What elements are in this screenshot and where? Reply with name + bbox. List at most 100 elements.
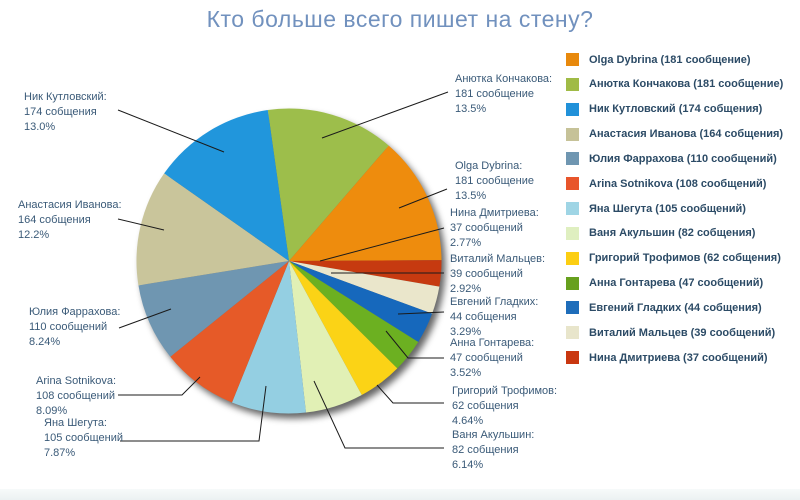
slice-callout-line: 13.5% xyxy=(455,103,487,115)
slice-callout-line: Григорий Трофимов: xyxy=(452,385,558,397)
callout-connector xyxy=(313,380,444,449)
callout-connector xyxy=(118,376,201,396)
legend-swatch xyxy=(566,251,579,265)
slice-callout: Arina Sotnikova: 108 сообщений 8.09% xyxy=(36,374,116,419)
legend-swatch xyxy=(566,202,579,215)
callout-connector xyxy=(385,330,444,359)
callout-connector xyxy=(376,384,444,404)
legend-item: Виталий Мальцев (39 сообщений) xyxy=(566,326,776,340)
legend-swatch xyxy=(566,152,579,166)
legend-item: Анютка Кончакова (181 сообщение) xyxy=(566,77,783,91)
legend-item: Ник Кутловский (174 собщения) xyxy=(566,102,763,116)
slice-callout-line: Ник Кутловский: xyxy=(24,91,107,103)
slice-callout-line: 82 собщения xyxy=(452,444,519,456)
slice-callout-line: Arina Sotnikova: xyxy=(36,375,117,387)
slice-callout-line: 108 сообщений xyxy=(36,390,115,402)
slice-callout-line: 6.14% xyxy=(452,459,484,471)
legend-item: Яна Шегута (105 сообщений) xyxy=(566,202,746,215)
slice-callout-line: 44 собщения xyxy=(450,311,517,323)
legend-label: Виталий Мальцев (39 сообщений) xyxy=(589,326,776,339)
slice-callout-line: 2.77% xyxy=(450,237,482,249)
slice-callout: Анастасия Иванова: 164 собщения 12.2% xyxy=(18,198,122,243)
legend-item: Юлия Фаррахова (110 сообщений) xyxy=(566,152,777,166)
callout-connector xyxy=(397,311,445,315)
pie-slice xyxy=(267,108,389,261)
slice-callout-line: 2.92% xyxy=(450,283,482,295)
slice-callout: Яна Шегута: 105 сообщений 7.87% xyxy=(44,416,123,461)
slice-callout-line: 164 собщения xyxy=(18,214,91,226)
slice-callout-line: 62 собщения xyxy=(452,400,519,412)
legend-item: Olga Dybrina (181 сообщение) xyxy=(566,53,751,66)
legend-label: Нина Дмитриева (37 сообщений) xyxy=(589,351,768,364)
slice-callout-line: 3.29% xyxy=(450,326,482,338)
legend-swatch xyxy=(566,177,579,191)
legend-swatch xyxy=(566,127,579,141)
pie-slice xyxy=(289,261,362,413)
legend-swatch xyxy=(566,301,579,315)
legend-item: Анна Гонтарева (47 сообщений) xyxy=(566,276,764,290)
slice-callout-line: 39 сообщений xyxy=(450,268,523,280)
slice-callout-line: 181 сообщение xyxy=(455,175,534,187)
pie-slice xyxy=(170,261,289,403)
legend-label: Яна Шегута (105 сообщений) xyxy=(589,202,746,215)
slice-callout: Нина Дмитриева: 37 сообщений 2.77% xyxy=(450,206,539,251)
slice-callout-line: 4.64% xyxy=(452,415,484,427)
footer-strip xyxy=(0,489,800,500)
slice-callout: Виталий Мальцев: 39 сообщений 2.92% xyxy=(450,252,545,297)
pie-slice xyxy=(138,261,289,357)
slice-callout-line: Olga Dybrina: xyxy=(455,160,523,172)
callout-connector xyxy=(321,91,449,139)
legend-label: Ваня Акульшин (82 собщения) xyxy=(589,227,756,240)
legend-swatch xyxy=(566,53,579,66)
chart-title: Кто больше всего пишет на стену? xyxy=(206,6,594,32)
slice-callout-line: 174 собщения xyxy=(24,106,97,118)
pie-slice xyxy=(164,109,289,261)
slice-callout: Ник Кутловский: 174 собщения 13.0% xyxy=(24,90,107,135)
slice-callout-line: 3.52% xyxy=(450,367,482,379)
legend-swatch xyxy=(566,77,579,91)
legend-label: Arina Sotnikova (108 сообщений) xyxy=(589,177,767,190)
pie-slice xyxy=(289,261,419,369)
legend-swatch xyxy=(566,351,579,364)
legend-label: Анастасия Иванова (164 собщения) xyxy=(589,128,784,140)
slice-callout-line: 8.24% xyxy=(29,336,61,348)
slice-callout-line: 13.5% xyxy=(455,190,487,202)
pie-slice xyxy=(231,261,306,414)
slice-callout-line: Анастасия Иванова: xyxy=(18,199,122,211)
legend-swatch xyxy=(566,326,579,340)
legend-label: Юлия Фаррахова (110 сообщений) xyxy=(589,152,777,165)
slice-callout-line: Анютка Кончакова: xyxy=(455,73,553,85)
callout-connector xyxy=(118,308,172,329)
legend-swatch xyxy=(566,276,579,290)
legend-label: Ник Кутловский (174 собщения) xyxy=(589,103,763,116)
slice-callout-line: 110 сообщений xyxy=(29,321,108,333)
slice-callout-line: Ваня Акульшин: xyxy=(452,429,535,441)
slice-callout-line: 8.09% xyxy=(36,405,68,417)
slice-callout-line: 105 сообщений xyxy=(44,432,123,444)
legend-label: Григорий Трофимов (62 собщения) xyxy=(589,252,781,265)
legend-label: Анна Гонтарева (47 сообщений) xyxy=(589,277,764,289)
legend-item: Евгений Гладких (44 собщения) xyxy=(566,301,762,315)
slice-callout: Ваня Акульшин: 82 собщения 6.14% xyxy=(452,428,534,473)
slice-callout-line: 47 сообщений xyxy=(450,352,523,364)
slice-callout-line: Нина Дмитриева: xyxy=(450,207,539,219)
callout-connector xyxy=(398,188,448,209)
slice-callout-line: 13.0% xyxy=(24,121,56,133)
legend-swatch xyxy=(566,102,579,116)
slice-callout-line: Яна Шегута: xyxy=(44,417,107,429)
slice-callout-line: 181 сообщение xyxy=(455,88,534,100)
slice-callout-line: Виталий Мальцев: xyxy=(450,253,546,265)
pie-slice xyxy=(289,261,398,396)
legend-label: Евгений Гладких (44 собщения) xyxy=(589,301,762,314)
slice-callout-line: 12.2% xyxy=(18,229,50,241)
legend-label: Olga Dybrina (181 сообщение) xyxy=(589,53,751,66)
pie-slice xyxy=(289,261,440,314)
pie-slice xyxy=(289,145,442,261)
slice-callout: Юлия Фаррахова: 110 сообщений 8.24% xyxy=(29,305,120,350)
callout-connector xyxy=(117,218,165,231)
legend-swatch xyxy=(566,226,579,240)
slice-callout-line: Евгений Гладких: xyxy=(450,296,539,308)
callout-connector xyxy=(319,227,445,262)
legend-item: Григорий Трофимов (62 собщения) xyxy=(566,251,781,265)
